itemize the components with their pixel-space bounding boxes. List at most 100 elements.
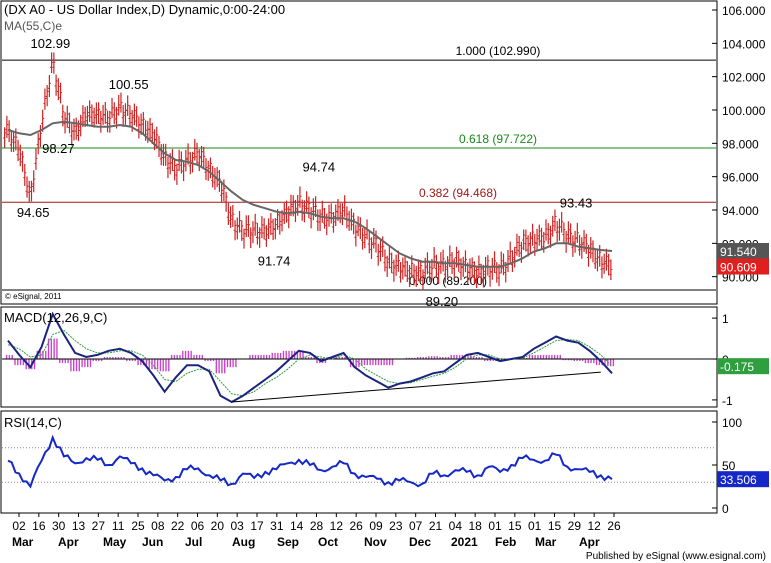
price-annotation: 102.99 [30, 36, 70, 51]
price-annotation: 94.74 [303, 160, 336, 175]
x-day-label: 07 [409, 519, 423, 533]
x-month-label: Nov [364, 535, 387, 549]
x-month-label: 2021 [451, 535, 478, 549]
fib-label: 1.000 (102.990) [456, 44, 541, 58]
x-day-label: 16 [32, 519, 46, 533]
x-month-label: Feb [495, 535, 516, 549]
rsi-panel-border [0, 410, 718, 514]
x-day-label: 28 [310, 519, 324, 533]
x-month-label: Apr [58, 535, 79, 549]
x-day-label: 20 [211, 519, 225, 533]
macd-tick-label: -1 [722, 394, 733, 408]
rsi-tick-label: 100 [722, 416, 742, 430]
rsi-label: RSI(14,C) [4, 415, 62, 430]
ma-label: MA(55,C)e [4, 19, 62, 33]
x-day-label: 22 [171, 519, 185, 533]
x-day-label: 01 [488, 519, 502, 533]
price-tag-box [717, 258, 769, 275]
price-annotation: 98.27 [42, 141, 75, 156]
macd-label: MACD(12,26,9,C) [4, 310, 107, 325]
x-day-label: 18 [468, 519, 482, 533]
fib-label: 0.382 (94.468) [419, 186, 497, 200]
price-tick-label: 102.000 [722, 71, 766, 85]
price-tick-label: 98.000 [722, 137, 759, 151]
price-tick-label: 106.000 [722, 4, 766, 18]
x-day-label: 12 [330, 519, 344, 533]
price-y-axis: 106.000 104.000 102.000 100.000 98.000 96.000… [712, 4, 766, 285]
macd-tag-label: -0.175 [720, 360, 754, 374]
rsi-reference-lines [2, 447, 716, 483]
x-day-label: 11 [112, 519, 125, 533]
x-day-label: 09 [369, 519, 383, 533]
x-day-label: 25 [131, 519, 145, 533]
rsi-tick-label: 50 [722, 459, 736, 473]
x-month-label: Dec [409, 535, 431, 549]
chart-title: (DX A0 - US Dollar Index,D) Dynamic,0:00… [4, 2, 285, 17]
x-month-label: Apr [579, 535, 600, 549]
price-tags: 91.540 90.609 [717, 243, 769, 275]
price-tag-box [717, 243, 769, 259]
fib-label: 0.618 (97.722) [459, 132, 537, 146]
price-tick-label: 104.000 [722, 37, 766, 51]
price-tag-label: 90.609 [720, 261, 757, 275]
price-annotation: 89.20 [426, 294, 459, 309]
ma55-line [7, 120, 613, 268]
x-day-label: 04 [449, 519, 463, 533]
x-day-label: 26 [607, 519, 621, 533]
macd-value-tag: -0.175 [717, 358, 769, 375]
x-day-label: 03 [230, 519, 244, 533]
x-day-label: 06 [191, 519, 205, 533]
x-day-label: 15 [508, 519, 522, 533]
x-month-label: Mar [535, 535, 557, 549]
x-day-label: 14 [290, 519, 304, 533]
price-panel-border [0, 0, 718, 305]
x-month-label: Sep [277, 535, 299, 549]
x-day-label: 26 [349, 519, 363, 533]
price-bars [3, 52, 613, 291]
price-annotation: 93.43 [560, 196, 593, 211]
x-day-label: 15 [548, 519, 562, 533]
x-day-label: 27 [92, 519, 106, 533]
x-day-label: 12 [587, 519, 601, 533]
x-day-label: 02 [12, 519, 26, 533]
x-month-label: Aug [232, 535, 255, 549]
x-month-label: Oct [318, 535, 338, 549]
macd-tick-label: 1 [722, 312, 729, 326]
x-day-label: 30 [52, 519, 66, 533]
price-tick-label: 96.000 [722, 171, 759, 185]
rsi-tick-label: 0 [722, 502, 729, 516]
price-annotation: 100.55 [109, 77, 149, 92]
rsi-line [7, 434, 613, 489]
x-month-label: May [103, 535, 127, 549]
x-day-label: 29 [568, 519, 582, 533]
macd-panel-border [0, 306, 718, 408]
price-tick-label: 100.000 [722, 104, 766, 118]
footer-credit: Published by eSignal (www.esignal.com) [586, 551, 766, 562]
price-annotation: 91.74 [258, 254, 291, 269]
rsi-tag-box [717, 471, 769, 488]
x-day-label: 21 [429, 519, 443, 533]
price-annotations: 102.99 98.27 94.65 100.55 94.74 91.74 89.20 93.… [17, 36, 592, 309]
macd-trendline [231, 371, 601, 403]
price-tag-label: 91.540 [720, 245, 757, 259]
macd-tag-box [717, 358, 769, 375]
x-month-label: Mar [12, 535, 34, 549]
rsi-y-axis: 100 50 0 [712, 416, 742, 516]
x-day-label: 23 [389, 519, 403, 533]
x-month-label: Jul [185, 535, 202, 549]
x-day-label: 08 [151, 519, 165, 533]
price-tick-label: 94.000 [722, 204, 759, 218]
x-day-label: 17 [250, 519, 264, 533]
x-axis-days: 02 16 30 13 27 11 25 08 22 06 20 03 17 31 14 28 12 26 09 23… [12, 513, 621, 533]
x-day-label: 31 [270, 519, 284, 533]
x-day-label: 13 [72, 519, 86, 533]
rsi-value-tag: 33.506 [717, 471, 769, 488]
x-axis-months: Mar Apr May Jun Jul Aug Sep Oct Nov Dec 2021 Feb Mar… [12, 535, 600, 549]
x-day-label: 01 [528, 519, 542, 533]
macd-line [7, 311, 613, 404]
copyright: © eSignal, 2011 [5, 292, 62, 301]
rsi-tag-label: 33.506 [720, 473, 757, 487]
price-annotation: 94.65 [17, 205, 50, 220]
x-month-label: Jun [142, 535, 163, 549]
